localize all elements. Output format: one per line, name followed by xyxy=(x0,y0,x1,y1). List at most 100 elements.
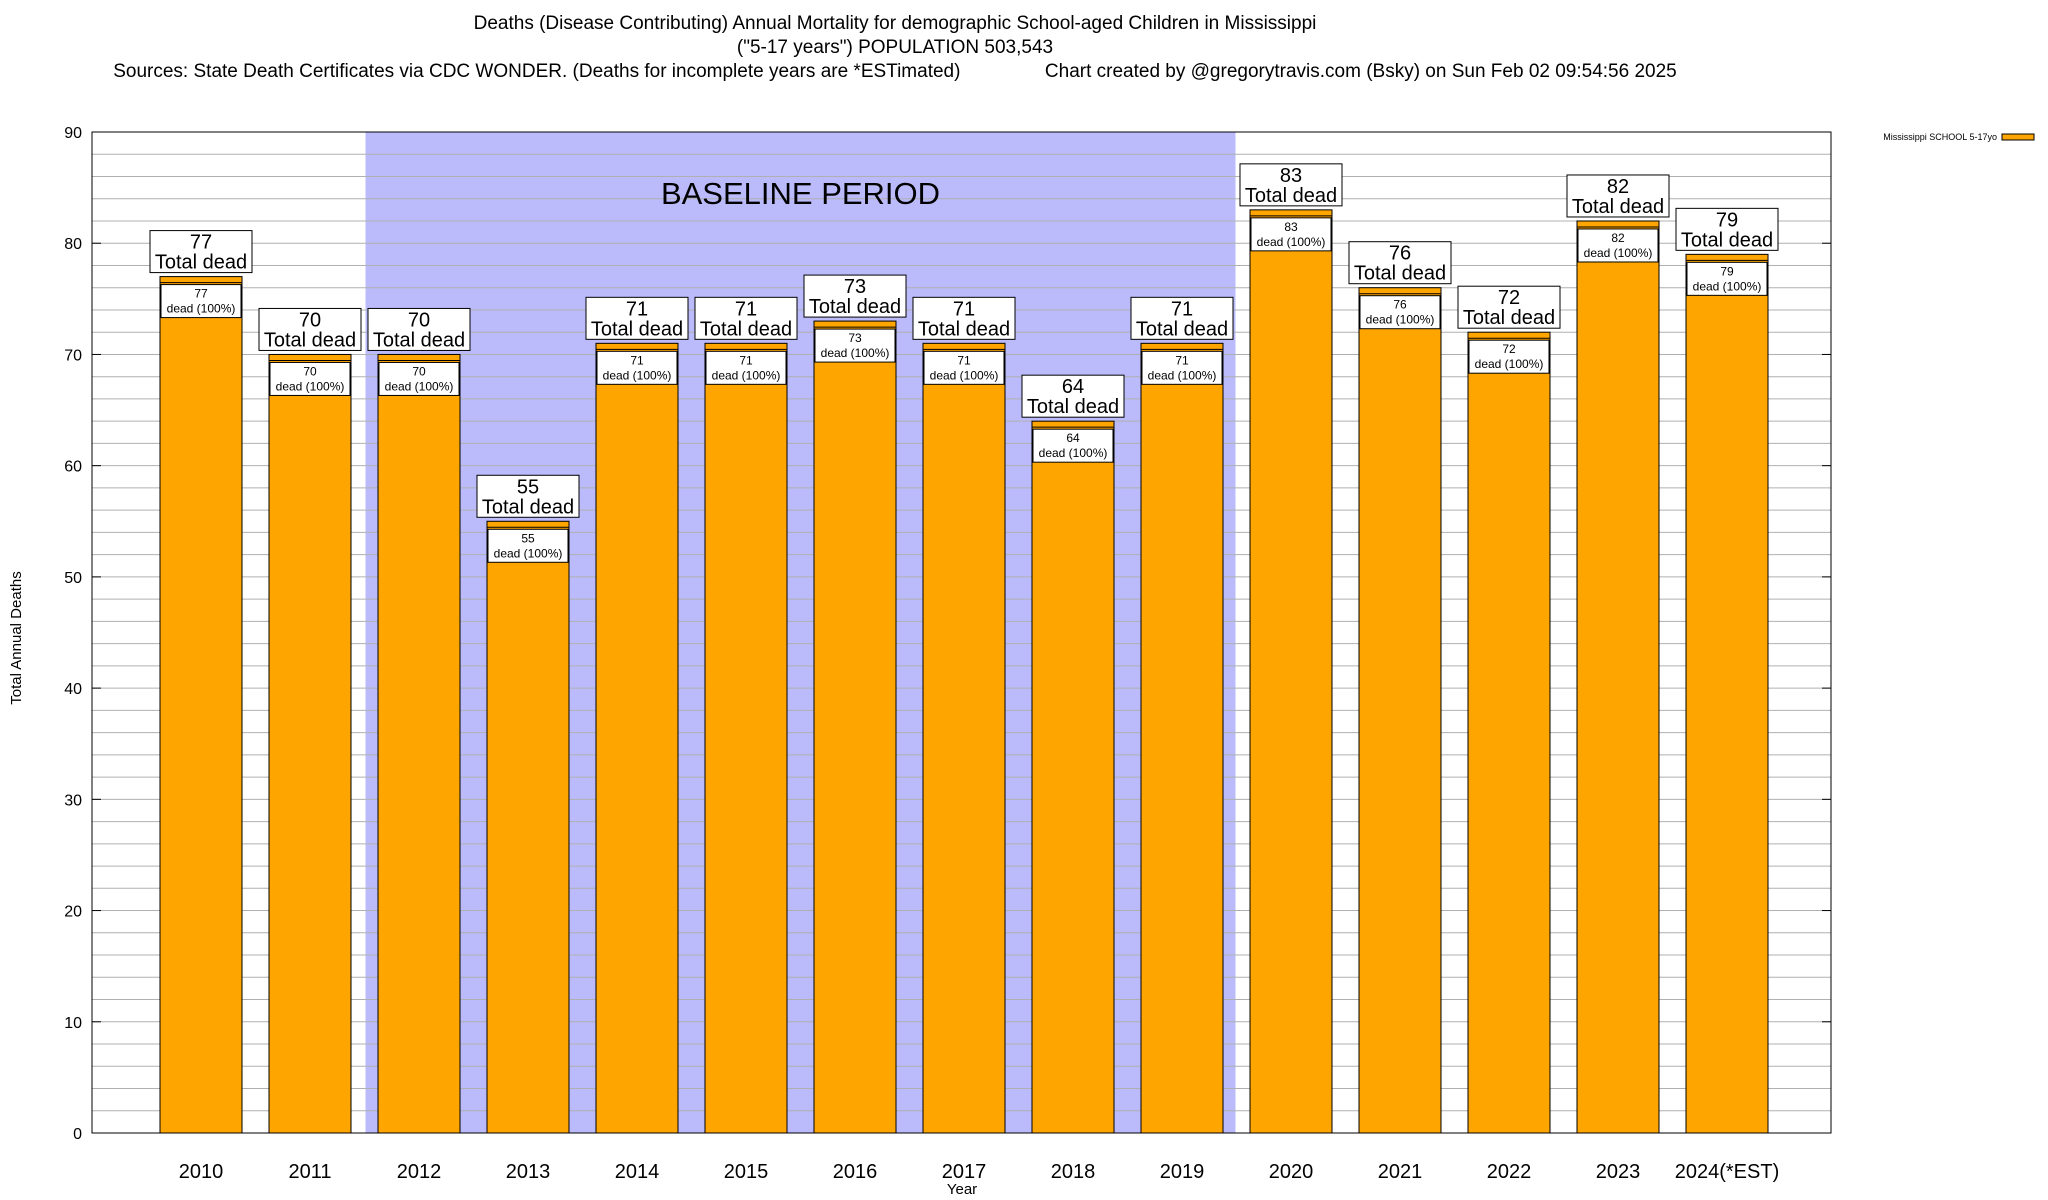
inner-label-text: dead (100%) xyxy=(167,302,236,316)
y-tick-labels: 0 10 20 30 40 50 60 70 80 90 xyxy=(64,125,82,1143)
top-label-text: Total dead xyxy=(264,329,356,351)
bar-2012 xyxy=(377,353,461,1134)
inner-label-value: 73 xyxy=(848,331,862,345)
x-tick-label: 2019 xyxy=(1160,1161,1205,1183)
top-label-text: Total dead xyxy=(809,296,901,318)
top-label-value: 71 xyxy=(1171,298,1193,320)
bar-2020 xyxy=(1249,209,1333,1134)
top-label-text: Total dead xyxy=(918,318,1010,340)
inner-label-text: dead (100%) xyxy=(1039,446,1108,460)
top-label-value: 70 xyxy=(299,309,321,331)
inner-label-box xyxy=(923,350,1005,385)
top-label-value: 71 xyxy=(953,298,975,320)
top-label-value: 71 xyxy=(735,298,757,320)
top-label-value: 71 xyxy=(626,298,648,320)
top-label-value: 83 xyxy=(1280,165,1302,187)
top-label-box xyxy=(1130,296,1234,340)
axes xyxy=(91,131,1832,1134)
top-label-text: Total dead xyxy=(1463,307,1555,329)
x-tick-label: 2011 xyxy=(288,1161,331,1183)
bar-2016 xyxy=(813,320,897,1134)
top-label-value: 55 xyxy=(517,476,539,498)
inner-label-box xyxy=(1032,428,1114,463)
inner-label-text: dead (100%) xyxy=(276,379,345,393)
y-tick-label: 80 xyxy=(64,236,82,253)
chart-title: Deaths (Disease Contributing) Annual Mor… xyxy=(473,13,1317,34)
legend-swatch xyxy=(2001,133,2035,141)
inner-label-box xyxy=(1468,339,1550,374)
x-tick-label: 2014 xyxy=(615,1161,660,1183)
y-tick-label: 60 xyxy=(64,459,82,476)
legend: Mississippi SCHOOL 5-17yo xyxy=(1883,132,2035,142)
plot-frame xyxy=(91,131,1832,1134)
bar-2018 xyxy=(1031,420,1115,1134)
top-label-value: 77 xyxy=(190,232,212,254)
top-label-value: 64 xyxy=(1062,376,1084,398)
inner-label-value: 70 xyxy=(303,364,317,378)
inner-label-box xyxy=(269,361,351,396)
bar-2011 xyxy=(268,353,352,1134)
inner-label-box xyxy=(1359,295,1441,330)
top-label-box xyxy=(1021,374,1125,418)
x-tick-label: 2020 xyxy=(1269,1161,1314,1183)
top-label-box xyxy=(1675,207,1779,251)
top-label-box xyxy=(258,307,362,351)
bar-2017 xyxy=(922,342,1006,1134)
inner-label-box xyxy=(814,328,896,363)
chart-credit: Chart created by @gregorytravis.com (Bsk… xyxy=(1044,61,1677,82)
top-label-text: Total dead xyxy=(1354,263,1446,285)
chart-header: Deaths (Disease Contributing) Annual Mor… xyxy=(0,12,1790,84)
inner-label-value: 71 xyxy=(1175,353,1189,367)
y-tick-label: 20 xyxy=(64,904,82,921)
x-tick-label: 2010 xyxy=(179,1161,224,1183)
x-tick-labels: 2010 2011 2012 2013 2014 2015 2016 2017 2018 2019… xyxy=(179,1161,1780,1183)
top-label-text: Total dead xyxy=(482,496,574,518)
inner-label-text: dead (100%) xyxy=(1584,246,1653,260)
top-label-text: Total dead xyxy=(155,252,247,274)
y-tick-label: 0 xyxy=(73,1126,82,1143)
inner-label-value: 64 xyxy=(1066,431,1080,445)
top-label-text: Total dead xyxy=(1681,229,1773,251)
sources-note: Sources: State Death Certificates via CD… xyxy=(113,61,961,82)
inner-label-value: 82 xyxy=(1611,231,1625,245)
top-label-text: Total dead xyxy=(1572,196,1664,218)
top-label-box xyxy=(1566,174,1670,218)
chart-subtitle: ("5-17 years") POPULATION 503,543 xyxy=(736,37,1054,58)
y-tick-label: 50 xyxy=(64,570,82,587)
top-label-box xyxy=(803,274,907,318)
top-label-text: Total dead xyxy=(1136,318,1228,340)
top-label-text: Total dead xyxy=(1027,396,1119,418)
top-label-box xyxy=(585,296,689,340)
y-axis-label: Total Annual Deaths xyxy=(8,571,25,704)
inner-label-box xyxy=(378,361,460,396)
inner-label-text: dead (100%) xyxy=(821,346,890,360)
inner-label-text: dead (100%) xyxy=(930,368,999,382)
inner-label-value: 70 xyxy=(412,364,426,378)
top-label-box xyxy=(1457,285,1561,329)
inner-label-value: 76 xyxy=(1393,298,1407,312)
inner-label-text: dead (100%) xyxy=(603,368,672,382)
top-label-value: 76 xyxy=(1389,243,1411,265)
x-axis-label: Year xyxy=(947,1181,977,1198)
bar-2013 xyxy=(486,520,570,1134)
top-label-box xyxy=(694,296,798,340)
y-tick-label: 10 xyxy=(64,1015,82,1032)
inner-label-text: dead (100%) xyxy=(385,379,454,393)
x-tick-label: 2017 xyxy=(942,1161,987,1183)
inner-label-box xyxy=(705,350,787,385)
bar-2023 xyxy=(1576,220,1660,1134)
x-tick-label: 2024(*EST) xyxy=(1675,1161,1780,1183)
x-tick-label: 2018 xyxy=(1051,1161,1096,1183)
inner-label-value: 83 xyxy=(1284,220,1298,234)
inner-label-box xyxy=(596,350,678,385)
top-label-value: 72 xyxy=(1498,287,1520,309)
inner-label-box xyxy=(1577,228,1659,263)
inner-label-box xyxy=(1250,217,1332,252)
top-label-text: Total dead xyxy=(373,329,465,351)
x-tick-label: 2012 xyxy=(397,1161,442,1183)
bars xyxy=(159,209,1769,1134)
top-label-box xyxy=(912,296,1016,340)
inner-label-value: 71 xyxy=(739,353,753,367)
y-tick-label: 90 xyxy=(64,125,82,142)
top-label-box xyxy=(1239,163,1343,207)
